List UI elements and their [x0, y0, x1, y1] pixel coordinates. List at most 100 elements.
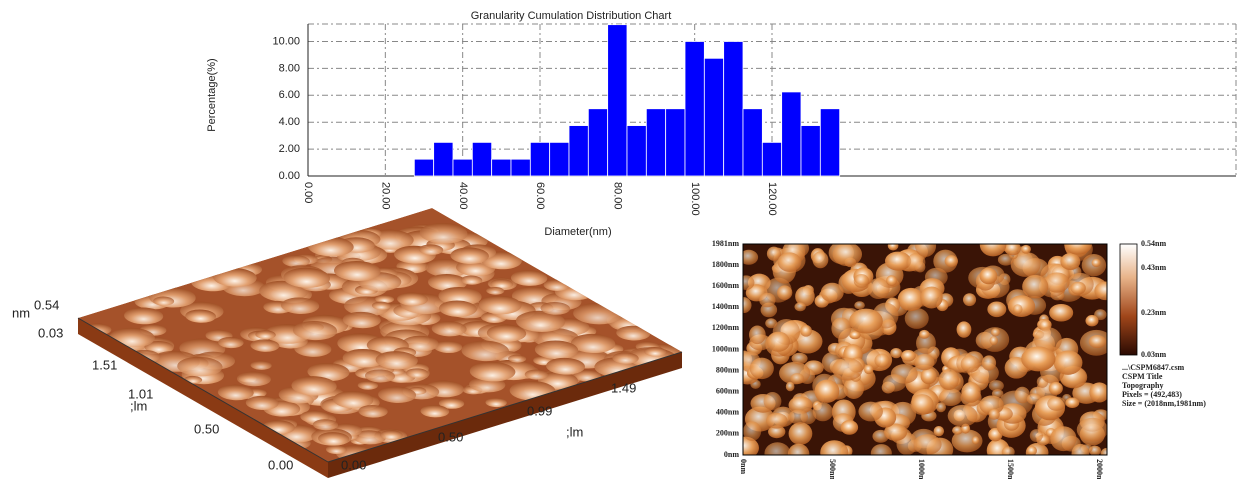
y-tick-label: 0.00: [268, 457, 293, 472]
grain: [438, 287, 482, 306]
grain: [874, 353, 890, 368]
y-tick-label: 1000nm: [712, 344, 739, 353]
y-tick-label: 2.00: [279, 143, 300, 155]
z-tick-label: 0.03: [38, 325, 63, 340]
grain: [1034, 327, 1062, 353]
grain: [989, 335, 999, 346]
y-tick-label: 400nm: [716, 408, 739, 417]
grain: [177, 356, 223, 377]
grain: [1050, 426, 1077, 452]
bar: [684, 41, 705, 177]
grain: [800, 325, 812, 337]
bar: [626, 125, 647, 177]
grain: [375, 295, 395, 304]
grain: [904, 307, 929, 329]
grain: [546, 357, 586, 375]
grain: [759, 292, 776, 308]
grain: [438, 397, 465, 409]
grain: [919, 329, 930, 339]
grain: [1014, 386, 1030, 404]
grain: [524, 369, 549, 380]
info-text: Topography: [1122, 381, 1164, 390]
grain: [282, 255, 310, 267]
bar: [703, 57, 725, 177]
grain: [185, 309, 217, 323]
grain: [743, 275, 755, 290]
bar: [645, 108, 667, 177]
grain: [461, 340, 510, 362]
x-tick-label: 60.00: [534, 182, 546, 210]
x-tick-label: 1000nm: [917, 459, 926, 479]
grain: [890, 347, 903, 359]
x-tick-label: 120.00: [766, 182, 778, 216]
grain: [863, 364, 874, 375]
grain: [1088, 334, 1107, 349]
grain: [858, 401, 883, 422]
grain: [1094, 281, 1107, 301]
grain: [988, 408, 1000, 420]
grain: [820, 282, 844, 303]
grain: [1021, 244, 1031, 254]
grain: [766, 246, 781, 261]
info-text: Pixels = (492,483): [1122, 390, 1182, 399]
grain: [334, 260, 381, 281]
grain: [812, 402, 834, 422]
grain: [840, 420, 859, 435]
x-tick-label: 0nm: [739, 459, 748, 474]
grain: [906, 253, 926, 272]
grain: [425, 258, 469, 278]
info-text: Size = (2018nm,1981nm): [1122, 399, 1206, 408]
grain: [644, 347, 667, 357]
bar: [452, 158, 473, 177]
grain: [402, 335, 439, 352]
grain: [947, 404, 978, 427]
grain: [743, 249, 759, 265]
grain: [971, 436, 980, 445]
y-tick-label: 10.00: [272, 35, 300, 47]
grain: [419, 222, 468, 244]
grain: [885, 251, 912, 271]
grain: [914, 353, 935, 371]
y-tick-label: 0.00: [279, 170, 300, 182]
grain: [788, 396, 813, 414]
grain: [743, 436, 759, 455]
x-unit: ;lm: [566, 424, 583, 439]
grain: [766, 412, 788, 429]
grain: [1071, 443, 1090, 455]
y-tick-label: 600nm: [716, 387, 739, 396]
grain: [1026, 446, 1038, 455]
grain: [766, 331, 791, 352]
grain: [508, 354, 527, 363]
grain: [887, 244, 899, 251]
grain: [788, 422, 813, 445]
grain: [1047, 396, 1066, 411]
grain: [153, 296, 175, 306]
grain: [897, 287, 925, 312]
grain: [318, 432, 350, 446]
grain: [832, 244, 863, 267]
grain: [438, 300, 477, 317]
grain: [794, 302, 806, 312]
grain: [427, 273, 468, 291]
y-tick-label: 1200nm: [712, 323, 739, 332]
grain: [787, 443, 810, 455]
grain: [764, 442, 791, 455]
x-tick-label: 1.49: [611, 380, 636, 395]
grain: [1070, 281, 1086, 295]
grain: [1001, 446, 1015, 455]
grain: [612, 352, 639, 364]
grain: [1085, 315, 1099, 327]
grain: [1100, 447, 1107, 455]
info-text: ...\CSPM6847.csm: [1122, 363, 1185, 372]
grain: [325, 445, 347, 455]
grain: [812, 251, 829, 269]
grain: [379, 430, 403, 441]
x-tick-label: 0.00: [341, 457, 366, 472]
grain: [831, 317, 852, 340]
grain: [573, 369, 601, 382]
grain: [292, 321, 338, 341]
bar: [607, 24, 628, 177]
grain: [1004, 244, 1021, 256]
y-tick-label: 1800nm: [712, 260, 739, 269]
grain: [378, 386, 417, 403]
